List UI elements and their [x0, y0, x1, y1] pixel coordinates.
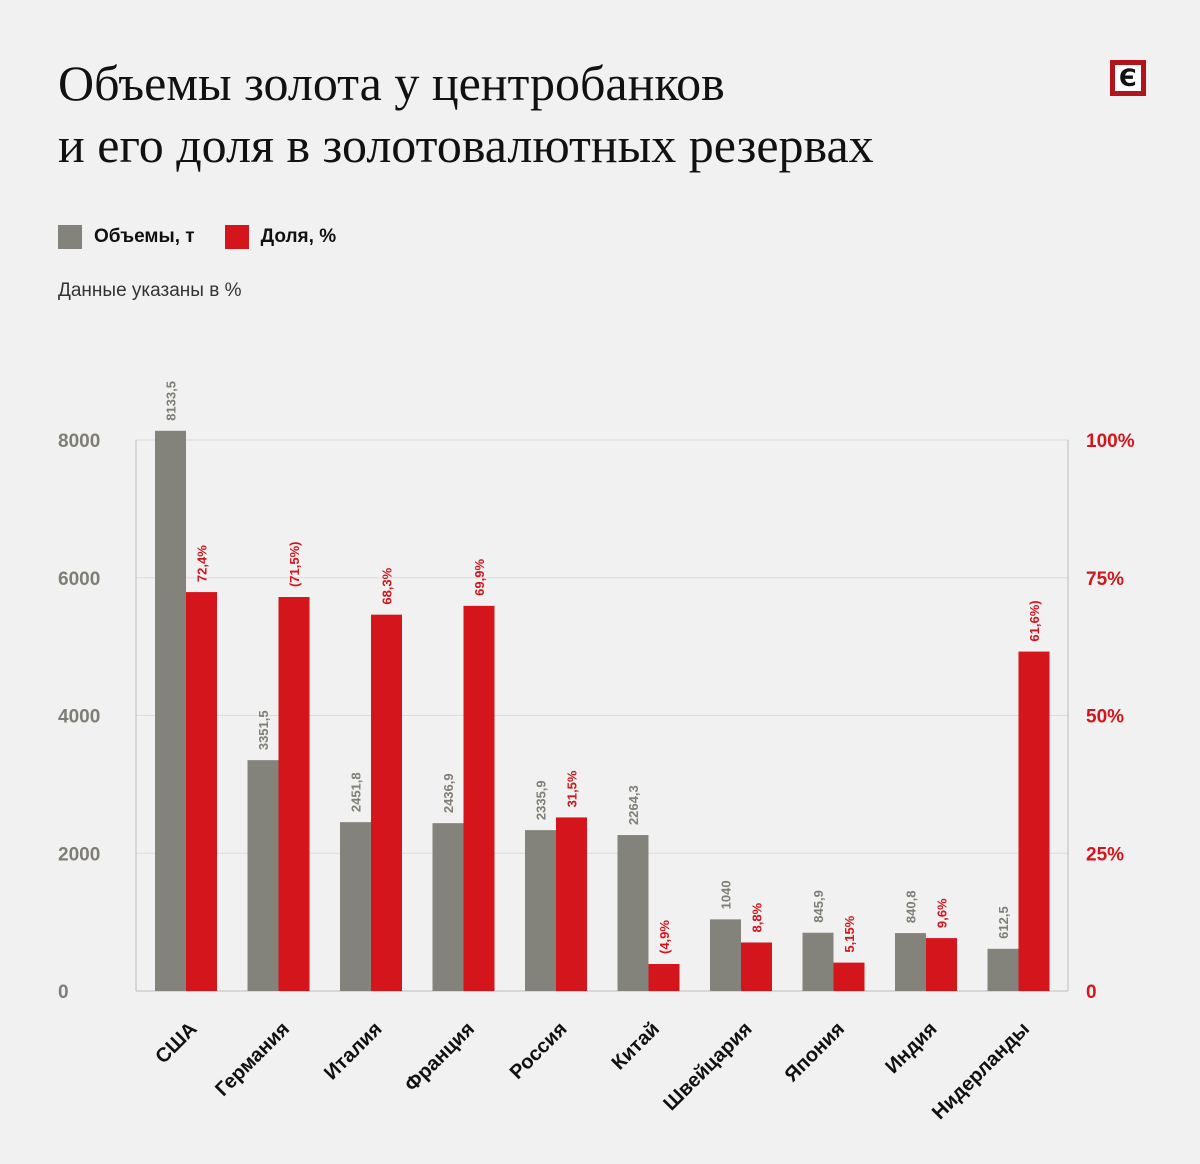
data-label-share: 9,6%: [935, 898, 950, 928]
publication-logo-icon: Э: [1110, 60, 1146, 96]
x-category-label: Нидерланды: [928, 1018, 1034, 1124]
y-right-tick-label: 75%: [1086, 569, 1124, 590]
chart-title-line-2: и его доля в золотовалютных резервах: [58, 117, 874, 173]
x-category-label: Россия: [506, 1018, 572, 1084]
y-left-tick-label: 6000: [58, 569, 100, 590]
x-category-label: Китай: [608, 1018, 664, 1074]
legend-swatch-volume: [58, 225, 82, 249]
legend-swatch-share: [224, 225, 249, 249]
bar-volume: [247, 760, 279, 991]
data-note: Данные указаны в %: [58, 280, 242, 301]
y-left-tick-label: 0: [58, 982, 69, 1003]
data-label-volume: 2335,9: [534, 780, 549, 820]
x-category-label: Италия: [320, 1018, 386, 1084]
legend-label-volume: Объемы, т: [94, 226, 195, 247]
y-left-tick-label: 4000: [58, 707, 100, 728]
data-label-share: 69,9%: [472, 559, 487, 596]
bar-share: [833, 962, 865, 991]
chart-title-line-1: Объемы золота у центробанков: [58, 55, 725, 111]
data-label-volume: 612,5: [996, 906, 1011, 939]
data-label-volume: 2451,8: [349, 772, 364, 812]
data-label-share: 8,8%: [750, 902, 765, 932]
data-label-share: 31,5%: [565, 770, 580, 807]
bar-volume: [525, 830, 556, 991]
bar-share: [648, 964, 680, 991]
y-left-tick-label: 2000: [58, 844, 100, 865]
data-label-volume: 2264,3: [626, 785, 641, 825]
bar-share: [1018, 651, 1050, 991]
bar-volume: [987, 948, 1019, 991]
data-label-share: 72,4%: [195, 545, 210, 582]
bar-share: [278, 597, 310, 991]
data-label-volume: 3351,5: [256, 710, 271, 750]
legend: Объемы, т Доля, %: [58, 225, 336, 249]
x-category-label: Индия: [881, 1018, 941, 1078]
bar-volume: [340, 822, 371, 991]
bar-share: [463, 605, 495, 991]
bar-volume: [155, 430, 186, 991]
data-label-share: (71,5%): [287, 542, 302, 588]
y-left-tick-label: 8000: [58, 431, 100, 452]
legend-item-share: Доля, %: [224, 225, 337, 249]
x-category-label: Япония: [781, 1018, 849, 1086]
bar-share: [926, 938, 957, 991]
bar-volume: [802, 932, 834, 991]
y-right-tick-label: 100%: [1086, 431, 1135, 452]
legend-item-volume: Объемы, т: [58, 225, 195, 249]
bar-volume: [432, 823, 464, 991]
data-label-volume: 845,9: [811, 890, 826, 923]
bar-volume: [617, 835, 649, 991]
data-label-share: (4,9%: [657, 920, 672, 954]
bar-share: [741, 942, 772, 991]
data-label-volume: 840,8: [904, 891, 919, 924]
data-label-share: 61,6%): [1027, 600, 1042, 641]
bar-share: [186, 592, 217, 991]
data-label-share: 68,3%: [380, 567, 395, 604]
bar-share: [556, 817, 587, 991]
data-label-share: 5,15%: [842, 915, 857, 952]
data-label-volume: 8133,5: [164, 381, 179, 421]
x-category-label: США: [151, 1018, 201, 1068]
y-right-tick-label: 25%: [1086, 844, 1124, 865]
chart-title: Объемы золота у центробанков и его доля …: [58, 52, 874, 176]
bar-volume: [895, 933, 926, 991]
data-label-volume: 2436,9: [441, 773, 456, 813]
data-label-volume: 1040: [719, 880, 734, 909]
x-category-label: Швейцария: [659, 1018, 756, 1115]
y-right-tick-label: 50%: [1086, 707, 1124, 728]
bar-volume: [710, 919, 741, 991]
y-right-tick-label: 0: [1086, 982, 1097, 1003]
legend-label-share: Доля, %: [260, 226, 337, 247]
x-category-label: Франция: [401, 1018, 479, 1096]
bar-share: [371, 614, 402, 991]
x-category-label: Германия: [211, 1018, 294, 1101]
